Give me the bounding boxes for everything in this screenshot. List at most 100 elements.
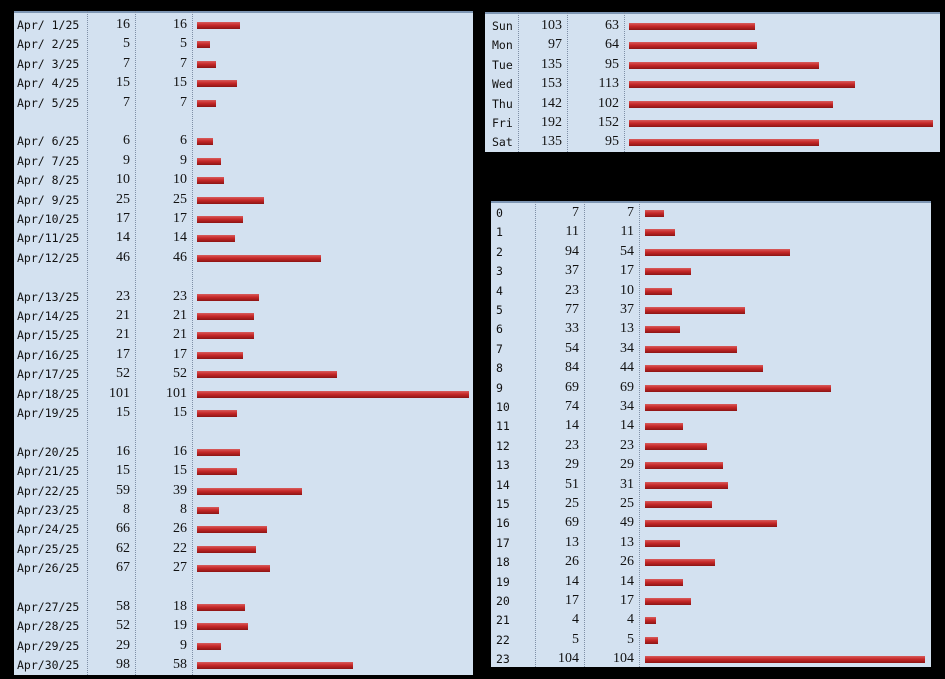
table-row: 18 26 26 [491,553,931,571]
total-value: 8 [123,501,130,519]
value-bar [645,540,680,547]
value-bar [197,216,243,223]
table-row: Apr/ 4/25 15 15 [14,74,473,92]
row-label: Sun [492,17,513,35]
total-value: 104 [558,650,579,667]
table-row: Fri 192 152 [485,114,940,132]
value-bar [197,235,235,242]
row-label: 2 [496,243,503,261]
table-row: 6 33 13 [491,320,931,338]
count-value: 16 [173,16,187,34]
count-value: 7 [180,55,187,73]
value-bar [197,313,254,320]
table-row: 9 69 69 [491,379,931,397]
value-bar [629,62,819,69]
row-label: 6 [496,320,503,338]
total-value: 25 [116,191,130,209]
value-bar [629,139,819,146]
row-label: Apr/ 7/25 [17,152,79,170]
table-row: Apr/22/25 59 39 [14,482,473,500]
value-bar [645,559,715,566]
count-value: 95 [605,56,619,74]
table-row: 17 13 13 [491,534,931,552]
table-row: Apr/ 3/25 7 7 [14,55,473,73]
count-value: 6 [180,132,187,150]
row-label: Mon [492,36,513,54]
total-value: 23 [116,288,130,306]
total-value: 84 [565,359,579,377]
row-label: Sat [492,133,513,151]
total-value: 97 [548,36,562,54]
table-row: Apr/23/25 8 8 [14,501,473,519]
count-value: 101 [166,385,187,403]
value-bar [645,288,672,295]
row-label: Apr/21/25 [17,462,79,480]
total-value: 62 [116,540,130,558]
table-row: Apr/10/25 17 17 [14,210,473,228]
count-value: 7 [627,204,634,222]
hourly-top-border [491,201,931,203]
table-row: Apr/18/25 101 101 [14,385,473,403]
count-value: 8 [180,501,187,519]
value-bar [645,229,675,236]
table-row: 23 104 104 [491,650,931,667]
count-value: 17 [173,346,187,364]
value-bar [645,579,683,586]
count-value: 22 [173,540,187,558]
count-value: 69 [620,379,634,397]
count-value: 15 [173,74,187,92]
row-label: 12 [496,437,510,455]
row-label: Wed [492,75,513,93]
table-row: Apr/17/25 52 52 [14,365,473,383]
row-label: 19 [496,573,510,591]
count-value: 95 [605,133,619,151]
count-value: 26 [620,553,634,571]
count-value: 10 [173,171,187,189]
value-bar [197,294,259,301]
table-row: Mon 97 64 [485,36,940,54]
row-label: 20 [496,592,510,610]
total-value: 26 [565,553,579,571]
row-label: Fri [492,114,513,132]
table-row: Sun 103 63 [485,17,940,35]
row-label: Apr/11/25 [17,229,79,247]
row-label: Apr/30/25 [17,656,79,674]
total-value: 51 [565,476,579,494]
table-row: 14 51 31 [491,476,931,494]
count-value: 14 [620,573,634,591]
table-row: 10 74 34 [491,398,931,416]
row-label: 0 [496,204,503,222]
count-value: 29 [620,456,634,474]
row-label: Apr/ 6/25 [17,132,79,150]
total-value: 25 [565,495,579,513]
table-row: Wed 153 113 [485,75,940,93]
table-row: 13 29 29 [491,456,931,474]
total-value: 6 [123,132,130,150]
table-row: 15 25 25 [491,495,931,513]
total-value: 52 [116,365,130,383]
count-value: 13 [620,534,634,552]
row-label: Apr/13/25 [17,288,79,306]
row-label: 23 [496,650,510,667]
count-value: 7 [180,94,187,112]
weekday-table: Sun 103 63 Mon 97 64 Tue 135 95 Wed 153 113 Thu 142 10… [485,12,940,152]
total-value: 7 [572,204,579,222]
row-label: Apr/ 4/25 [17,74,79,92]
total-value: 21 [116,326,130,344]
value-bar [645,637,658,644]
value-bar [197,488,302,495]
value-bar [197,80,237,87]
table-row: 2 94 54 [491,243,931,261]
total-value: 135 [541,133,562,151]
count-value: 104 [613,650,634,667]
row-label: 7 [496,340,503,358]
row-label: Apr/ 3/25 [17,55,79,73]
row-label: Apr/ 9/25 [17,191,79,209]
value-bar [197,526,267,533]
table-row: 20 17 17 [491,592,931,610]
row-label: Apr/15/25 [17,326,79,344]
row-label: 1 [496,223,503,241]
row-label: 14 [496,476,510,494]
value-bar [645,210,664,217]
count-value: 18 [173,598,187,616]
